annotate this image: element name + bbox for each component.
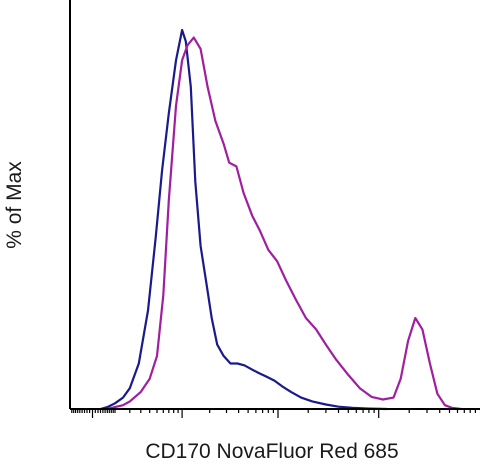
plot-area — [69, 0, 480, 418]
series-line-1 — [99, 28, 388, 411]
series-line-2 — [106, 36, 463, 411]
x-axis-label: CD170 NovaFluor Red 685 — [145, 440, 398, 463]
series-layer — [99, 28, 463, 411]
x-tick-layer — [71, 409, 476, 418]
y-axis-label: % of Max — [3, 161, 26, 249]
